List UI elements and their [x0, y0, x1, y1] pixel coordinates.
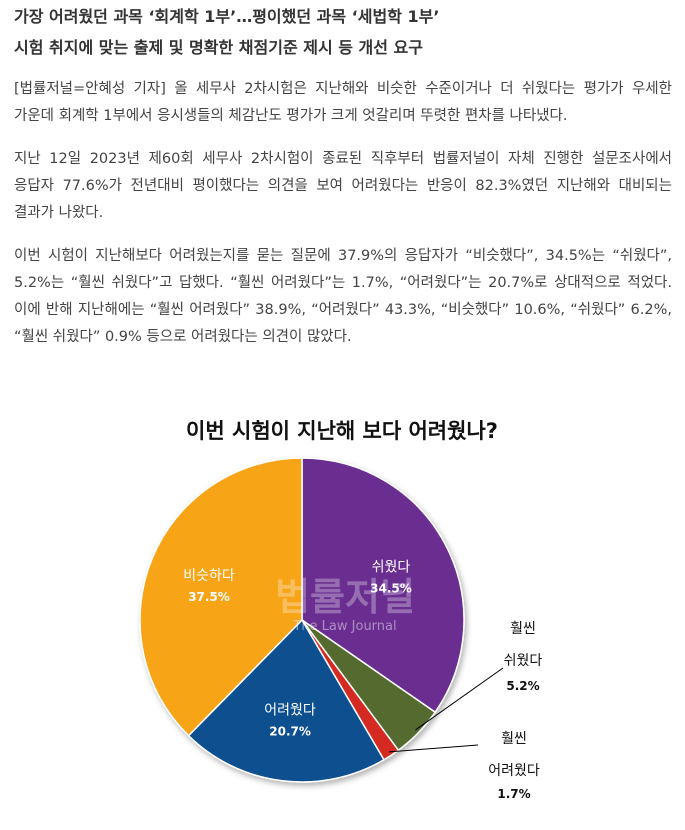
slice-label-어려웠다: 어려웠다 — [264, 702, 316, 718]
headline-main: 가장 어려웠던 과목 ‘회계학 1부’…평이했던 과목 ‘세법학 1부’ — [14, 7, 440, 26]
chart-title: 이번 시험이 지난해 보다 어려웠나? — [186, 419, 498, 443]
leader-line-훨씬-어려웠다 — [389, 744, 479, 753]
slice-label-훨씬-어려웠다-line2: 어려웠다 — [488, 763, 540, 779]
slice-label-훨씬-쉬웠다-line1: 훨씬 — [510, 621, 536, 637]
article-paragraph: 지난 12일 2023년 제60회 세무사 2차시험이 종료된 직후부터 법률저… — [14, 151, 672, 221]
article-body: [법률저널=안혜성 기자] 올 세무사 2차시험은 지난해와 비슷한 수준이거나… — [14, 76, 672, 367]
slice-value-훨씬-쉬웠다: 5.2% — [506, 679, 539, 693]
slice-labels: 쉬웠다34.5%어려웠다20.7%비슷하다37.5%훨씬쉬웠다5.2%훨씬어려웠… — [183, 559, 542, 801]
article-header: 가장 어려웠던 과목 ‘회계학 1부’…평이했던 과목 ‘세법학 1부’ 시험 … — [14, 6, 674, 68]
watermark-subtext: The Law Journal — [292, 619, 396, 634]
slice-label-훨씬-쉬웠다-line2: 쉬웠다 — [504, 653, 543, 669]
slice-value-쉬웠다: 34.5% — [370, 581, 412, 595]
headline-sub: 시험 취지에 맞는 출제 및 명확한 채점기준 제시 등 개선 요구 — [14, 38, 423, 57]
watermark: 법률저널 The Law Journal — [275, 575, 415, 634]
watermark-text: 법률저널 — [275, 575, 415, 619]
slice-value-훨씬-어려웠다: 1.7% — [497, 787, 530, 801]
pie-slice-비슷하다 — [139, 457, 303, 737]
article-paragraph: [법률저널=안혜성 기자] 올 세무사 2차시험은 지난해와 비슷한 수준이거나… — [14, 81, 672, 124]
slice-label-훨씬-어려웠다-line1: 훨씬 — [501, 731, 527, 747]
pie-slice-어려웠다 — [187, 618, 385, 783]
slice-value-비슷하다: 37.5% — [188, 590, 230, 604]
pie-slices — [139, 457, 465, 783]
article-paragraph: 이번 시험이 지난해보다 어려웠는지를 묻는 질문에 37.9%의 응답자가 “… — [14, 248, 672, 345]
slice-label-비슷하다: 비슷하다 — [183, 568, 235, 584]
slice-label-쉬웠다: 쉬웠다 — [372, 559, 411, 575]
leader-line-훨씬-쉬웠다 — [415, 667, 504, 731]
slice-value-어려웠다: 20.7% — [269, 724, 311, 738]
pie-chart-figure: 이번 시험이 지난해 보다 어려웠나? 법률저널 The Law Journal… — [0, 400, 685, 826]
pie-slice-쉬웠다 — [301, 457, 465, 714]
pie-chart-svg: 이번 시험이 지난해 보다 어려웠나? 법률저널 The Law Journal… — [139, 419, 542, 801]
